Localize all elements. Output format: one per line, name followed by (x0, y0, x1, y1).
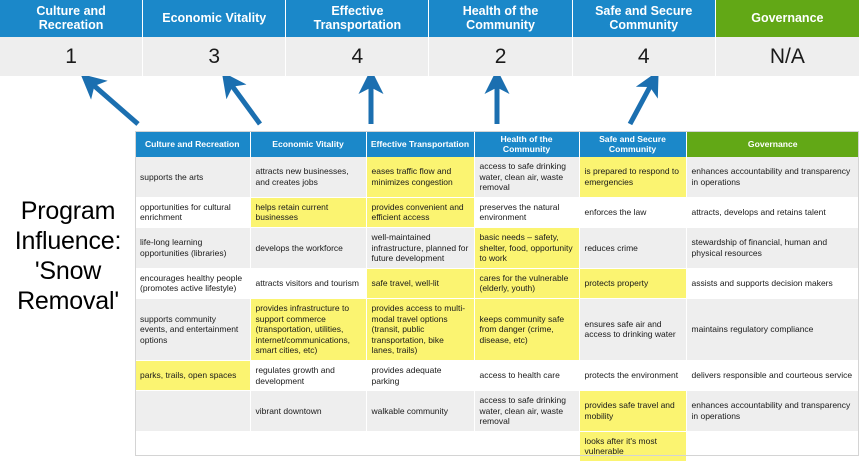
matrix-column-header: Culture and Recreation (135, 131, 251, 157)
banner-column-5: Governance N/A (715, 0, 859, 76)
arrow-economic-vitality (221, 76, 263, 126)
matrix-cell (474, 431, 580, 463)
matrix-cell: well-maintained infrastructure, planned … (366, 227, 475, 269)
matrix-column-header: Health of the Community (474, 131, 580, 157)
matrix-cell: develops the workforce (250, 227, 367, 269)
matrix-cell (135, 431, 251, 463)
matrix-cell (250, 431, 367, 463)
matrix-row: supports the arts attracts new businesses… (135, 157, 859, 198)
matrix-column-header: Economic Vitality (250, 131, 367, 157)
banner-column-1: Economic Vitality 3 (143, 0, 287, 76)
matrix-cell: attracts, develops and retains talent (686, 197, 859, 228)
matrix-cell: attracts visitors and tourism (250, 268, 367, 299)
program-influence-caption: Program Influence: 'Snow Removal' (14, 197, 122, 315)
matrix-cell-highlighted: provides access to multi-modal travel op… (366, 298, 475, 361)
arrow-safe-and-secure-community (627, 76, 659, 126)
matrix-cell: life-long learning opportunities (librar… (135, 227, 251, 269)
matrix-cell-highlighted: provides infrastructure to support comme… (250, 298, 367, 361)
matrix-cell: walkable community (366, 390, 475, 432)
matrix-cell: preserves the natural environment (474, 197, 580, 228)
matrix-cell-highlighted: protects property (579, 268, 687, 299)
matrix-cell: access to safe drinking water, clean air… (474, 390, 580, 432)
banner-score-value: 3 (143, 37, 287, 76)
matrix-cell (366, 431, 475, 463)
matrix-body: supports the arts attracts new businesses… (135, 157, 859, 463)
matrix-cell-highlighted: basic needs – safety, shelter, food, opp… (474, 227, 580, 269)
banner-header-label: Economic Vitality (143, 0, 287, 37)
banner-column-3: Health of the Community 2 (429, 0, 573, 76)
matrix-cell-highlighted: provides safe travel and mobility (579, 390, 687, 432)
scorecard-banner: Culture and Recreation 1 Economic Vitality… (0, 0, 859, 76)
matrix-cell-highlighted: is prepared to respond to emergencies (579, 157, 687, 198)
matrix-row: opportunities for cultural enrichment hel… (135, 197, 859, 228)
matrix-cell: attracts new businesses, and creates job… (250, 157, 367, 198)
matrix-row: vibrant downtown walkable community access… (135, 390, 859, 432)
matrix-row: looks after it's most vulnerable (135, 431, 859, 463)
matrix-cell: enhances accountability and transparency… (686, 157, 859, 198)
banner-column-4: Safe and Secure Community 4 (572, 0, 716, 76)
matrix-column-header: Governance (686, 131, 859, 157)
banner-header-label: Effective Transportation (286, 0, 430, 37)
matrix-cell: supports community events, and entertain… (135, 298, 251, 361)
matrix-column-header: Effective Transportation (366, 131, 475, 157)
matrix-cell: enforces the law (579, 197, 687, 228)
matrix-cell: access to safe drinking water, clean air… (474, 157, 580, 198)
arrow-culture-and-recreation (80, 76, 140, 126)
banner-header-label: Culture and Recreation (0, 0, 144, 37)
matrix-cell-highlighted: safe travel, well-lit (366, 268, 475, 299)
banner-column-2: Effective Transportation 4 (286, 0, 430, 76)
matrix-cell: provides adequate parking (366, 360, 475, 392)
matrix-cell: supports the arts (135, 157, 251, 198)
matrix-row: life-long learning opportunities (librar… (135, 227, 859, 269)
banner-score-value: N/A (715, 37, 859, 76)
banner-header-label: Safe and Secure Community (572, 0, 716, 37)
matrix-row: supports community events, and entertain… (135, 298, 859, 361)
matrix-cell-highlighted: eases traffic flow and minimizes congest… (366, 157, 475, 198)
matrix-cell: encourages healthy people (promotes acti… (135, 268, 251, 299)
banner-score-value: 4 (286, 37, 430, 76)
matrix-cell: regulates growth and development (250, 360, 367, 392)
influence-arrows (80, 76, 659, 126)
banner-score-value: 4 (572, 37, 716, 76)
matrix-cell-highlighted: looks after it's most vulnerable (579, 431, 687, 463)
matrix-cell: reduces crime (579, 227, 687, 269)
matrix-cell: enhances accountability and transparency… (686, 390, 859, 432)
matrix-cell: vibrant downtown (250, 390, 367, 432)
community-outcomes-matrix: Culture and Recreation Economic Vitality E… (135, 131, 859, 463)
matrix-cell: maintains regulatory compliance (686, 298, 859, 361)
banner-header-label: Health of the Community (429, 0, 573, 37)
matrix-cell-highlighted: keeps community safe from danger (crime,… (474, 298, 580, 361)
matrix-cell: ensures safe air and access to drinking … (579, 298, 687, 361)
banner-score-value: 1 (0, 37, 144, 76)
matrix-cell-highlighted: parks, trails, open spaces (135, 360, 251, 392)
matrix-cell: stewardship of financial, human and phys… (686, 227, 859, 269)
banner-column-0: Culture and Recreation 1 (0, 0, 144, 76)
matrix-cell-highlighted: provides convenient and efficient access (366, 197, 475, 228)
matrix-cell: protects the environment (579, 360, 687, 392)
matrix-cell (135, 390, 251, 432)
matrix-cell: assists and supports decision makers (686, 268, 859, 299)
matrix-cell: access to health care (474, 360, 580, 392)
matrix-cell (686, 431, 859, 463)
matrix-column-header: Safe and Secure Community (579, 131, 687, 157)
matrix-cell-highlighted: cares for the vulnerable (elderly, youth… (474, 268, 580, 299)
matrix-row: parks, trails, open spaces regulates grow… (135, 360, 859, 392)
matrix-row: encourages healthy people (promotes acti… (135, 268, 859, 299)
banner-score-value: 2 (429, 37, 573, 76)
matrix-header-row: Culture and Recreation Economic Vitality E… (135, 131, 859, 157)
matrix-cell: delivers responsible and courteous servi… (686, 360, 859, 392)
matrix-cell: opportunities for cultural enrichment (135, 197, 251, 228)
matrix-cell-highlighted: helps retain current businesses (250, 197, 367, 228)
banner-header-label: Governance (715, 0, 859, 37)
